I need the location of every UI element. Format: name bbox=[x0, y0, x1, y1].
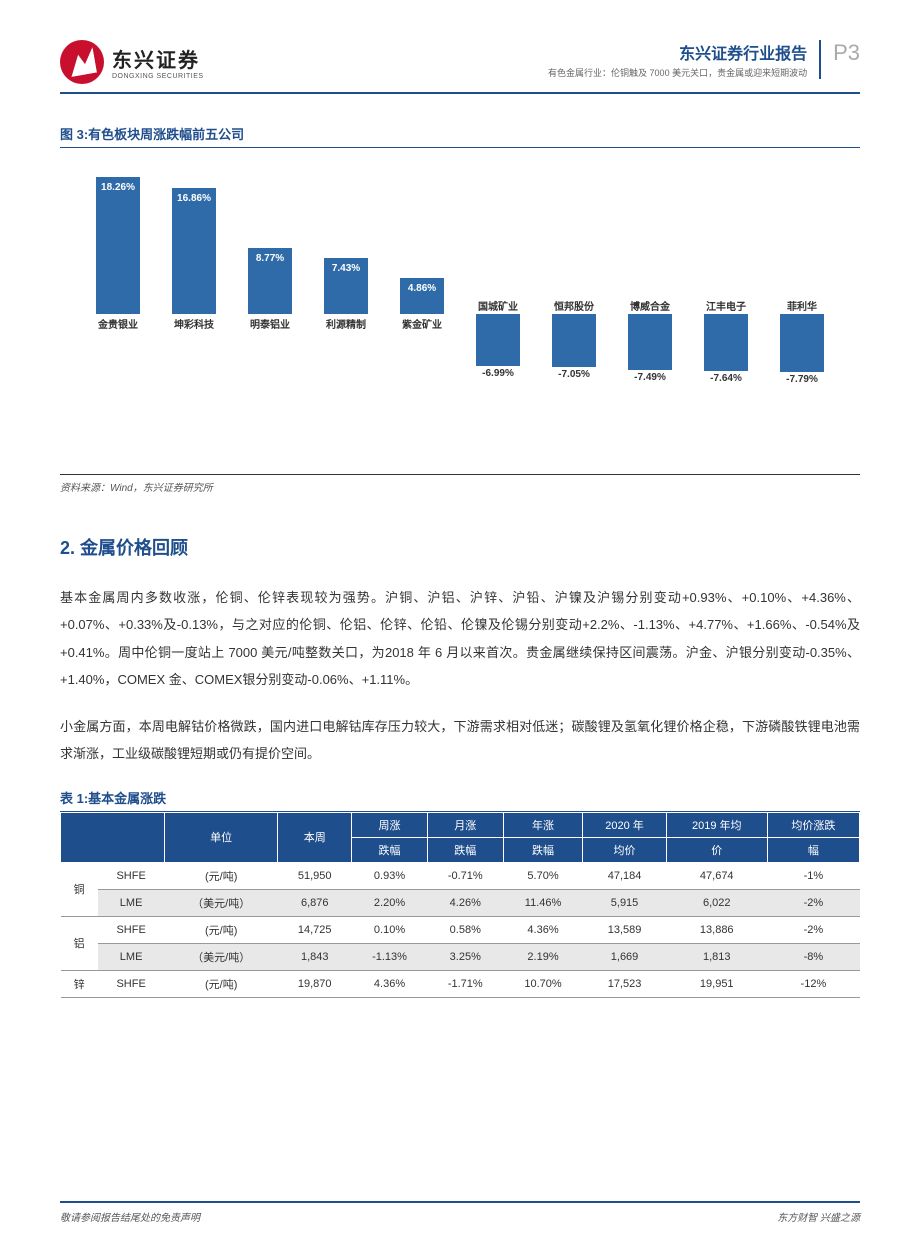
bar-col: 16.86%坤彩科技 bbox=[156, 164, 232, 464]
paragraph-2: 小金属方面，本周电解钴价格微跌，国内进口电解钴库存压力较大，下游需求相对低迷；碳… bbox=[60, 713, 860, 768]
footer-left: 敬请参阅报告结尾处的免责声明 bbox=[60, 1209, 200, 1224]
footer-right: 东方财智 兴盛之源 bbox=[777, 1209, 860, 1224]
bar-col: 7.43%利源精制 bbox=[308, 164, 384, 464]
logo-en: DONGXING SECURITIES bbox=[112, 73, 204, 80]
page-footer: 敬请参阅报告结尾处的免责声明 东方财智 兴盛之源 bbox=[60, 1201, 860, 1224]
paragraph-1: 基本金属周内多数收涨，伦铜、伦锌表现较为强势。沪铜、沪铝、沪锌、沪铅、沪镍及沪锡… bbox=[60, 584, 860, 693]
logo-icon bbox=[60, 40, 104, 84]
section-title: 2. 金属价格回顾 bbox=[60, 534, 860, 560]
bar-col: 8.77%明泰铝业 bbox=[232, 164, 308, 464]
bar-col: -7.49%博威合金 bbox=[612, 164, 688, 464]
table-title: 表 1:基本金属涨跌 bbox=[60, 788, 860, 812]
report-subtitle: 有色金属行业：伦铜触及 7000 美元关口，贵金属或迎来短期波动 bbox=[548, 66, 807, 79]
bar-col: 18.26%金贵银业 bbox=[80, 164, 156, 464]
logo-cn: 东兴证券 bbox=[112, 44, 204, 73]
bar-col: -7.64%江丰电子 bbox=[688, 164, 764, 464]
metals-table: 单位本周周涨月涨年涨2020 年2019 年均均价涨跌跌幅跌幅跌幅均价价幅 铜S… bbox=[60, 812, 860, 998]
bar-col: 4.86%紫金矿业 bbox=[384, 164, 460, 464]
bar-chart: 18.26%金贵银业16.86%坤彩科技8.77%明泰铝业7.43%利源精制4.… bbox=[80, 164, 840, 464]
bar-col: -7.79%菲利华 bbox=[764, 164, 840, 464]
report-title: 东兴证券行业报告 bbox=[548, 40, 807, 64]
page-number: P3 bbox=[833, 40, 860, 66]
chart-source: 资料来源：Wind，东兴证券研究所 bbox=[60, 474, 860, 494]
bar-col: -7.05%恒邦股份 bbox=[536, 164, 612, 464]
figure-title: 图 3:有色板块周涨跌幅前五公司 bbox=[60, 124, 860, 148]
logo: 东兴证券 DONGXING SECURITIES bbox=[60, 40, 204, 84]
page-header: 东兴证券 DONGXING SECURITIES 东兴证券行业报告 有色金属行业… bbox=[60, 40, 860, 94]
bar-col: -6.99%国城矿业 bbox=[460, 164, 536, 464]
